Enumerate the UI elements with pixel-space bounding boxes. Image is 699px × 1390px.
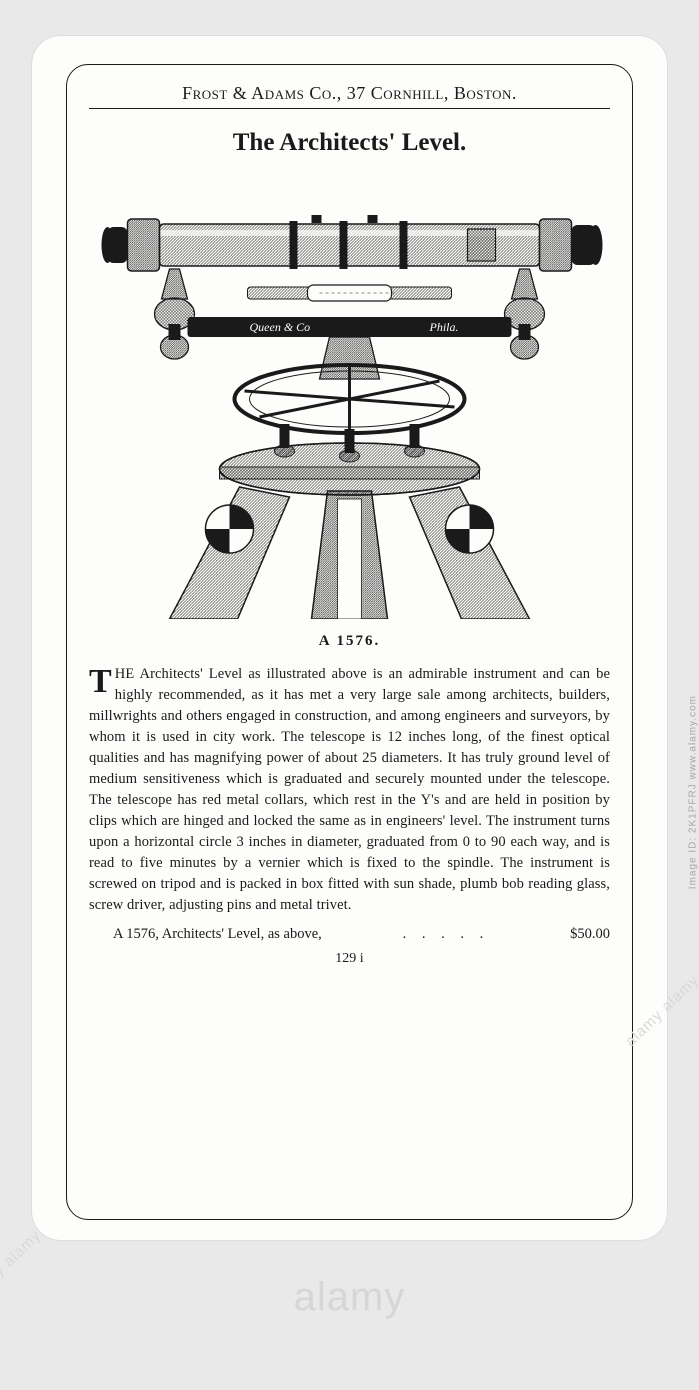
watermark-diagonal-left: alamy alamy alamy bbox=[0, 1227, 45, 1340]
body-text-content: HE Architects' Level as illustrated abov… bbox=[89, 666, 610, 913]
model-number: A 1576. bbox=[89, 633, 610, 650]
drop-cap: T bbox=[89, 664, 115, 696]
watermark-main: alamy bbox=[294, 1275, 406, 1320]
price-dots: . . . . . bbox=[322, 926, 570, 943]
catalog-page: Frost & Adams Co., 37 Cornhill, Boston. … bbox=[32, 36, 667, 1240]
page-border: Frost & Adams Co., 37 Cornhill, Boston. … bbox=[66, 64, 633, 1220]
tripod-leg-center bbox=[312, 491, 388, 619]
page-number: 129 i bbox=[89, 951, 610, 967]
company-header: Frost & Adams Co., 37 Cornhill, Boston. bbox=[89, 83, 610, 109]
stock-image-id: Image ID: 2K1PFRJ www.alamy.com bbox=[688, 695, 699, 889]
svg-text:Queen & Co: Queen & Co bbox=[250, 320, 311, 334]
product-illustration: Queen & Co Phila. bbox=[89, 169, 610, 619]
tripod-leg-right bbox=[410, 487, 530, 619]
tripod-leg-left bbox=[170, 487, 290, 619]
price-label: A 1576, Architects' Level, as above, bbox=[89, 926, 322, 943]
product-title: The Architects' Level. bbox=[89, 129, 610, 157]
svg-text:Phila.: Phila. bbox=[429, 320, 459, 334]
y-support-left bbox=[155, 269, 195, 359]
level-instrument-engraving: Queen & Co Phila. bbox=[89, 169, 610, 619]
price-value: $50.00 bbox=[570, 926, 610, 943]
price-line: A 1576, Architects' Level, as above, . .… bbox=[89, 926, 610, 943]
y-support-right bbox=[505, 269, 545, 359]
product-description: THE Architects' Level as illustrated abo… bbox=[89, 664, 610, 916]
